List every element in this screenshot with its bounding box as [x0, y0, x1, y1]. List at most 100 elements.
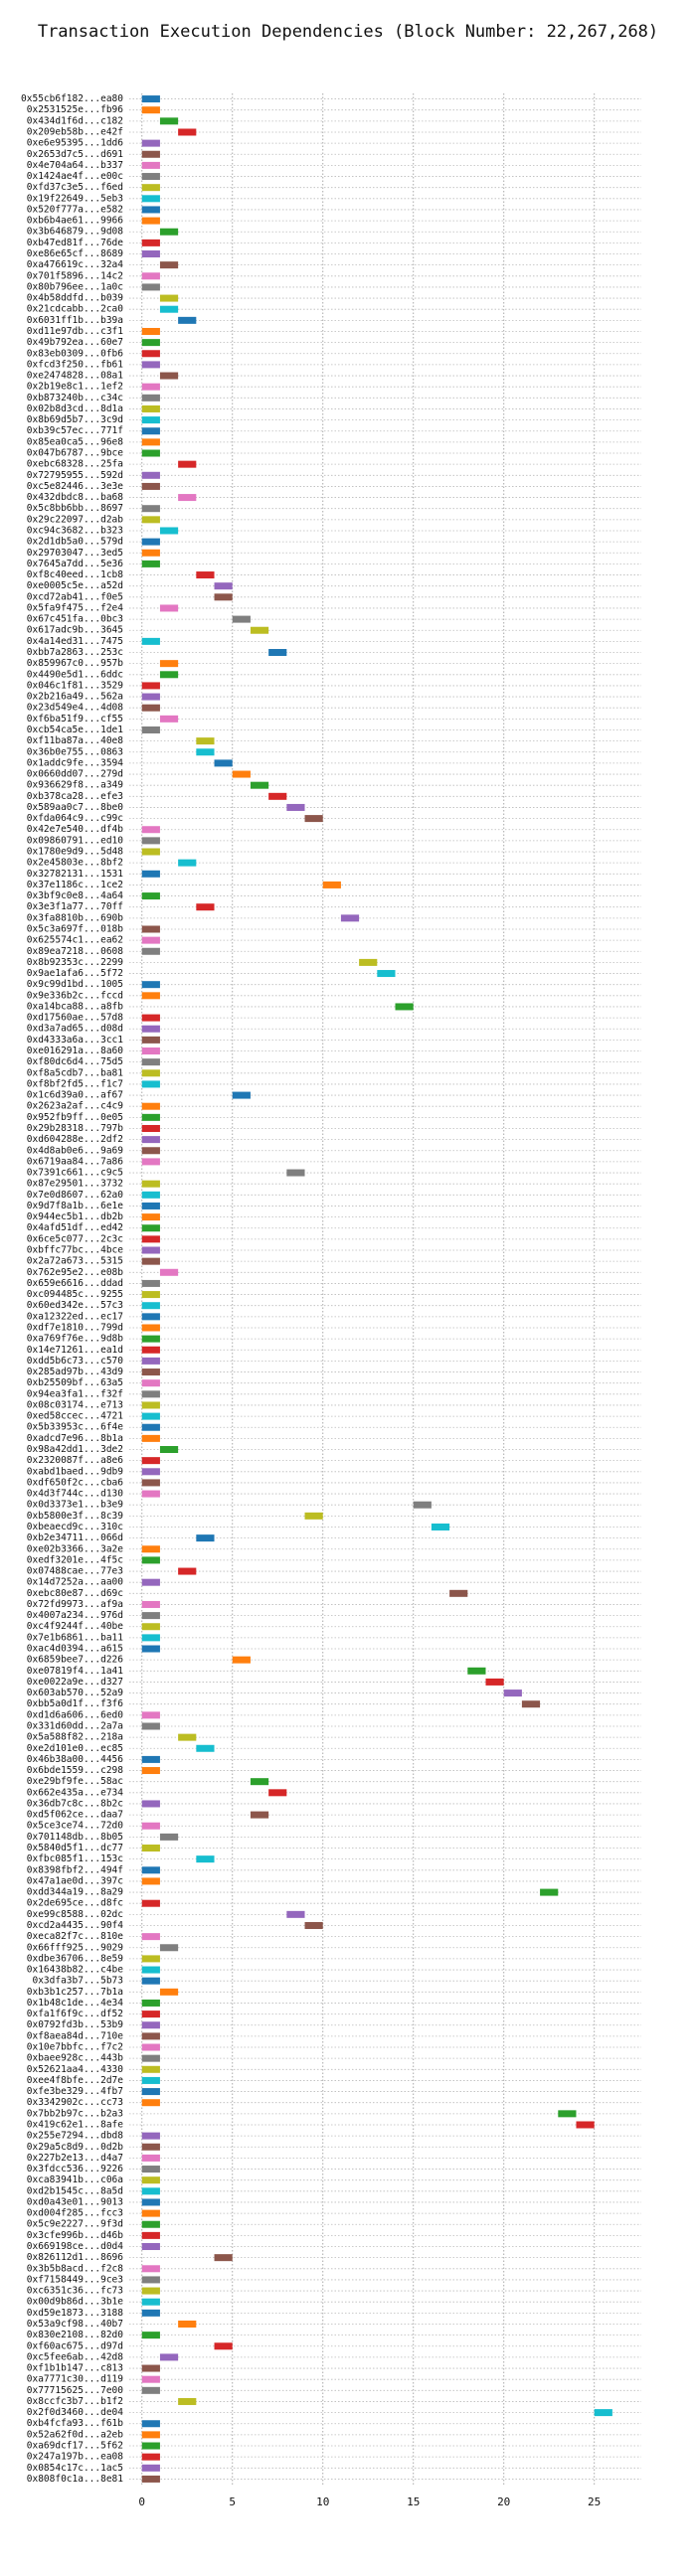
bar: [141, 1866, 160, 1874]
y-tick-label: 0xed58ccec...4721: [27, 1411, 124, 1422]
y-tick-label: 0x520f777a...e582: [27, 204, 123, 215]
y-tick-label: 0x5b33953c...6f4e: [27, 1422, 124, 1433]
bar: [413, 1501, 432, 1509]
y-tick-label: 0x3dfa3b7...5b73: [32, 1976, 123, 1987]
bar: [141, 383, 160, 391]
bar: [304, 1921, 323, 1929]
bar: [141, 106, 160, 114]
bar: [141, 339, 160, 347]
y-tick-label: 0xd004f285...fcc3: [27, 2208, 123, 2219]
bar: [141, 1058, 160, 1066]
bar: [141, 538, 160, 546]
y-tick-label: 0x2b19e8c1...1ef2: [27, 382, 123, 393]
y-tick-label: 0x23d549e4...4d08: [27, 703, 124, 714]
bar: [141, 1246, 160, 1254]
y-tick-label: 0x4afd51df...ed42: [27, 1222, 123, 1233]
bar: [141, 2431, 160, 2439]
bar: [232, 615, 251, 623]
bar: [141, 2243, 160, 2251]
y-tick-label: 0x331d60dd...2a7a: [27, 1720, 123, 1731]
bar: [286, 1169, 305, 1177]
y-tick-label: 0x89ea7218...0608: [27, 946, 124, 957]
bar: [141, 150, 160, 158]
bar: [159, 261, 179, 269]
bar: [141, 2198, 160, 2206]
y-tick-label: 0x603ab570...52a9: [27, 1688, 124, 1698]
bar: [141, 2276, 160, 2284]
bar: [159, 604, 179, 612]
y-tick-label: 0xb873240b...c34c: [27, 393, 123, 403]
y-tick-label: 0xe0022a9e...d327: [27, 1677, 123, 1688]
y-tick-label: 0x0660dd07...279d: [27, 769, 123, 780]
y-tick-label: 0xe02b3366...3a2e: [27, 1543, 124, 1554]
y-tick-label: 0x4e704a64...b337: [27, 160, 123, 171]
y-tick-label: 0xb3b1c257...7b1a: [27, 1987, 123, 1998]
y-tick-label: 0xf6ba51f9...cf55: [27, 714, 123, 724]
y-tick-label: 0x4d8ab0e6...9a69: [27, 1145, 124, 1156]
y-tick-label: 0xc094485c...9255: [27, 1289, 123, 1300]
bar: [141, 2021, 160, 2029]
y-tick-label: 0x2653d7c5...d691: [27, 149, 124, 160]
x-tick-label: 25: [588, 2496, 601, 2508]
y-tick-label: 0xd2b1545c...8a5d: [27, 2185, 123, 2196]
bar: [503, 1690, 522, 1697]
y-tick-label: 0xb2e34711...066d: [27, 1532, 123, 1543]
bar: [214, 759, 233, 767]
bar: [141, 1235, 160, 1243]
y-tick-label: 0xf8bf2fd5...f1c7: [27, 1078, 123, 1089]
y-tick-label: 0x1b48c1de...4e34: [27, 1998, 124, 2009]
bar: [359, 958, 378, 966]
bar: [141, 1158, 160, 1166]
bar: [141, 1845, 160, 1852]
bar: [141, 2132, 160, 2140]
y-tick-label: 0x5ce3ce74...72d0: [27, 1821, 124, 1832]
y-tick-label: 0x6ce5c077...2c3c: [27, 1233, 123, 1244]
y-tick-label: 0x255e7294...dbd8: [27, 2131, 124, 2142]
y-tick-label: 0x52621aa4...4330: [27, 2064, 124, 2075]
y-tick-label: 0xa7771c30...d119: [27, 2374, 124, 2385]
bar: [141, 1025, 160, 1033]
y-tick-label: 0x3b5b8acd...f2c8: [27, 2263, 124, 2274]
y-tick-label: 0xb25509bf...63a5: [27, 1377, 123, 1388]
bar: [141, 438, 160, 446]
bar: [141, 1136, 160, 1144]
bar: [141, 427, 160, 435]
y-tick-label: 0x808f0c1a...8e81: [27, 2474, 124, 2485]
y-tick-label: 0xfda064c9...c99c: [27, 813, 123, 824]
y-tick-label: 0xbb7a2863...253c: [27, 647, 123, 658]
bar: [141, 925, 160, 933]
bar: [141, 1468, 160, 1476]
y-tick-label: 0x72795955...592d: [27, 470, 123, 481]
bar: [141, 2220, 160, 2228]
bar: [576, 2121, 595, 2129]
y-tick-label: 0x49b792ea...60e7: [27, 337, 123, 348]
y-tick-label: 0x2b216a49...562a: [27, 692, 123, 703]
y-tick-label: 0x55cb6f182...ea80: [21, 93, 123, 104]
y-tick-label: 0x419c62e1...8afe: [27, 2119, 124, 2130]
y-tick-label: 0xd59e1873...3188: [27, 2308, 124, 2319]
y-tick-label: 0xd5f062ce...daa7: [27, 1810, 123, 1821]
bar: [141, 1457, 160, 1465]
y-tick-label: 0x5c8bb6bb...8697: [27, 503, 123, 514]
y-tick-label: 0xe86e65cf...8689: [27, 248, 124, 259]
y-tick-label: 0xd1d6a606...6ed0: [27, 1709, 124, 1720]
bar: [558, 2110, 577, 2118]
bar: [141, 892, 160, 900]
bar: [159, 1268, 179, 1276]
bar: [141, 1545, 160, 1553]
y-tick-label: 0xbeaecd9c...310c: [27, 1522, 123, 1532]
y-tick-label: 0xcb54ca5e...1de1: [27, 724, 124, 735]
y-tick-label: 0x7e1b6861...ba11: [27, 1632, 124, 1643]
y-tick-label: 0x8b69d5b7...3c9d: [27, 414, 123, 425]
y-tick-label: 0xdf650f2c...cba6: [27, 1477, 124, 1488]
y-tick-label: 0x209eb58b...e42f: [27, 126, 123, 137]
y-tick-label: 0x72fd9973...af9a: [27, 1599, 123, 1610]
bar: [141, 1722, 160, 1730]
y-tick-label: 0xc5fee6ab...42d8: [27, 2351, 124, 2362]
bar: [141, 2209, 160, 2217]
y-tick-label: 0xebc68328...25fa: [27, 459, 123, 470]
bar: [141, 1999, 160, 2007]
bar: [141, 2420, 160, 2428]
y-tick-label: 0xca83941b...c06a: [27, 2174, 123, 2185]
y-tick-label: 0x952fb9ff...0e05: [27, 1112, 123, 1123]
